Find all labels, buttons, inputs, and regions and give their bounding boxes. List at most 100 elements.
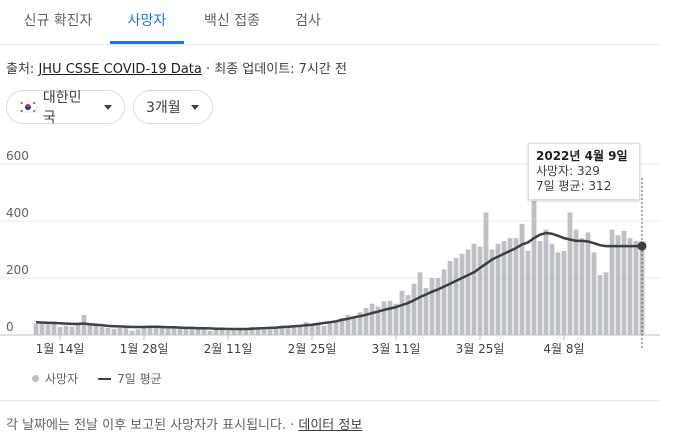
death-bar (513, 238, 519, 335)
region-select[interactable]: 대한민국 (6, 90, 125, 126)
death-bar (273, 327, 279, 335)
death-bar (441, 269, 447, 335)
death-bar (465, 249, 471, 335)
chart-tooltip: 2022년 4월 9일 사망자: 329 7일 평균: 312 (528, 143, 640, 200)
death-bar (411, 283, 417, 335)
death-bar (297, 327, 303, 335)
death-bar (57, 327, 63, 335)
death-bar (477, 246, 483, 335)
death-bar (153, 325, 159, 335)
death-bar (87, 325, 93, 335)
bar-legend-swatch (32, 375, 39, 382)
death-bar (303, 322, 309, 335)
death-bar (537, 240, 543, 335)
death-bar (561, 250, 567, 335)
death-bar (255, 329, 261, 335)
death-bar (111, 328, 117, 335)
death-bar (123, 327, 129, 335)
death-bar (81, 315, 87, 335)
death-bar (543, 229, 549, 335)
death-bar (495, 243, 501, 335)
korea-flag-icon (19, 101, 37, 113)
death-bar (219, 329, 225, 335)
death-bar (249, 327, 255, 335)
death-bar (207, 330, 213, 335)
death-bar (237, 329, 243, 335)
death-bar (549, 243, 555, 335)
death-bar (105, 327, 111, 335)
legend-deaths: 사망자 (45, 372, 79, 386)
death-bar (189, 328, 195, 335)
death-bar (225, 330, 231, 335)
tooltip-date: 2022년 4월 9일 (536, 149, 628, 163)
tab-vaccinations[interactable]: 백신 접종 (204, 13, 260, 29)
death-bar (381, 301, 387, 335)
death-bar (213, 329, 219, 335)
death-bar (231, 330, 237, 335)
death-bar (597, 275, 603, 335)
death-bar (135, 329, 141, 335)
death-bar (525, 250, 531, 335)
chevron-down-icon (190, 104, 199, 110)
death-bar (405, 295, 411, 335)
tooltip-deaths: 사망자: 329 (536, 164, 600, 178)
death-bar (279, 327, 285, 335)
death-bar (243, 328, 249, 335)
death-bar (435, 278, 441, 335)
divider (0, 400, 660, 401)
seven-day-average-line (35, 231, 642, 331)
death-bar (117, 327, 123, 335)
tab-deaths[interactable]: 사망자 (110, 0, 184, 44)
x-tick-label: 2월 11일 (204, 342, 253, 356)
death-bar (585, 232, 591, 335)
death-bar (501, 240, 507, 335)
death-bar (573, 229, 579, 335)
x-tick-label: 3월 25일 (456, 342, 505, 356)
legend-average: 7일 평균 (117, 372, 162, 386)
death-bar (291, 326, 297, 335)
x-tick-label: 3월 11일 (372, 342, 421, 356)
death-bar (63, 325, 69, 335)
death-bar (507, 238, 513, 335)
hover-point[interactable] (637, 241, 647, 251)
death-bar (423, 287, 429, 335)
chevron-down-icon (104, 104, 112, 110)
death-bar (45, 324, 51, 335)
y-tick-label: 200 (6, 263, 29, 277)
death-bar (357, 312, 363, 335)
death-bar (609, 229, 615, 335)
death-bar (393, 303, 399, 335)
period-select[interactable]: 3개월 (133, 90, 213, 124)
death-bar (93, 323, 99, 335)
death-bar (267, 329, 273, 335)
death-bar (315, 324, 321, 335)
data-info-link[interactable]: 데이터 정보 (298, 418, 363, 433)
death-bar (615, 235, 621, 335)
region-value: 대한민국 (42, 90, 82, 126)
death-bar (387, 300, 393, 335)
x-tick-label: 4월 8일 (543, 342, 584, 356)
death-bar (39, 323, 45, 335)
y-tick-label: 600 (6, 149, 29, 163)
tab-tests[interactable]: 검사 (295, 13, 321, 29)
death-bar (459, 253, 465, 335)
source-link[interactable]: JHU CSSE COVID-19 Data (38, 62, 202, 77)
death-bar (201, 329, 207, 335)
tooltip-average: 7일 평균: 312 (536, 179, 612, 193)
death-bar (195, 328, 201, 335)
death-bar (333, 322, 339, 335)
death-bar (309, 325, 315, 335)
death-bar (285, 327, 291, 335)
death-bar (339, 317, 345, 335)
death-bar (171, 327, 177, 335)
death-bar (621, 230, 627, 335)
death-bar (531, 201, 537, 335)
death-bar (183, 327, 189, 335)
death-bar (603, 272, 609, 335)
death-bar (51, 321, 57, 335)
x-tick-label: 1월 28일 (120, 342, 169, 356)
death-bar (417, 272, 423, 335)
tab-new-cases[interactable]: 신규 확진자 (23, 13, 93, 29)
footer-text: 각 날짜에는 전날 이후 보고된 사망자가 표시됩니다. · (6, 418, 295, 433)
line-legend-swatch (98, 377, 112, 380)
